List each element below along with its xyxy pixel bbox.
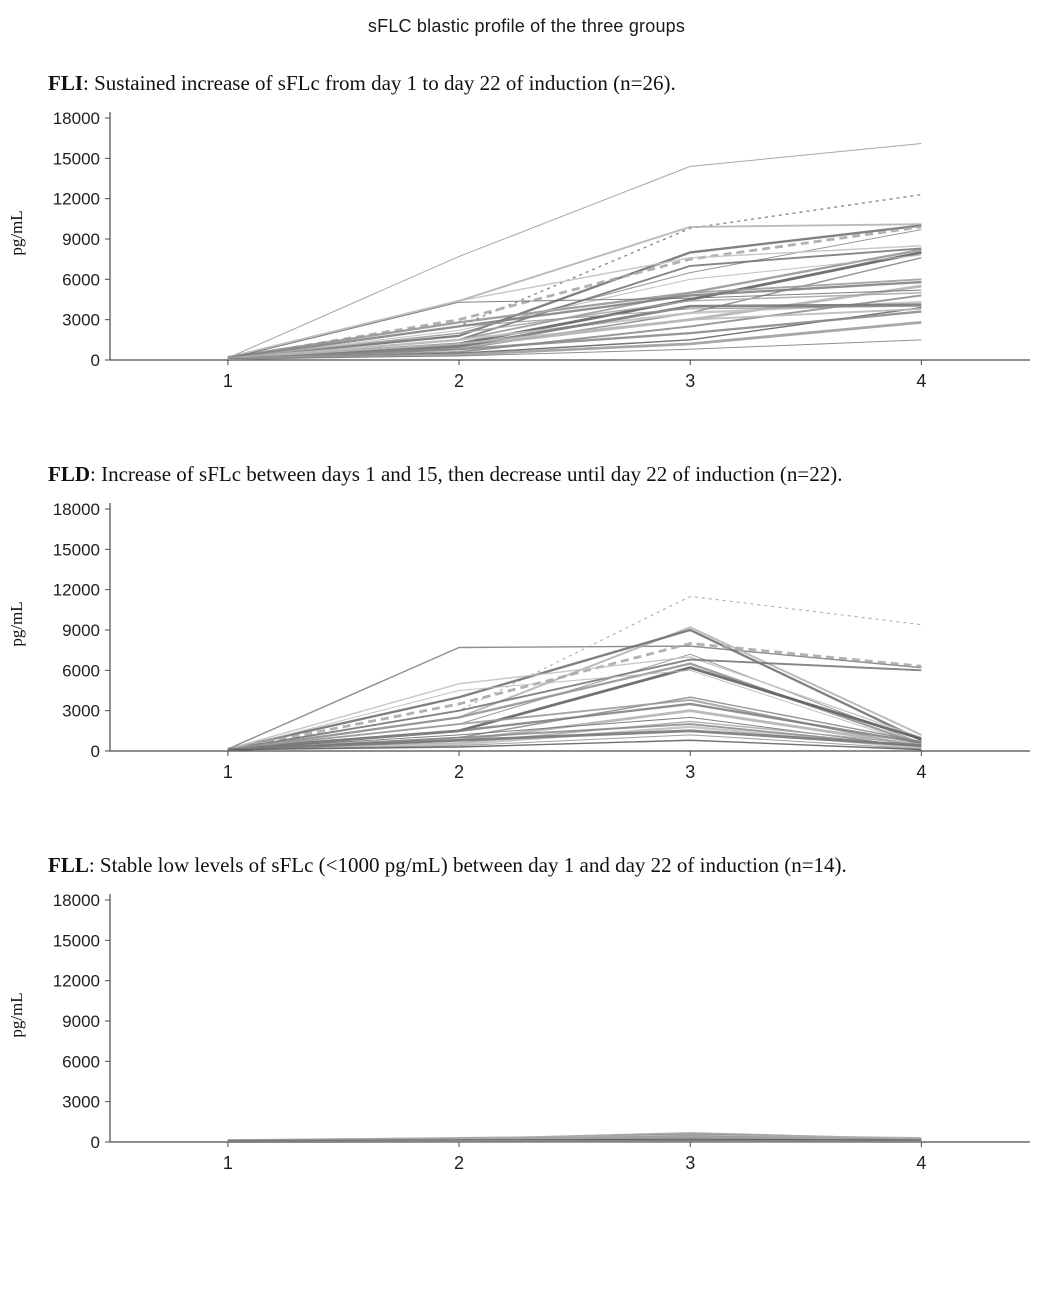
series-line-patient-20 xyxy=(227,303,922,360)
x-tick-label: 1 xyxy=(223,762,233,782)
y-tick-label: 12000 xyxy=(53,581,100,600)
series-line-patient-7 xyxy=(227,656,922,750)
y-tick-label: 6000 xyxy=(62,1052,100,1071)
chart-heading-fld: FLD: Increase of sFLc between days 1 and… xyxy=(48,462,1053,487)
series-line-patient-4 xyxy=(227,224,922,360)
series-line-patient-26 xyxy=(227,339,922,360)
chart-heading-fli: FLI: Sustained increase of sFLc from day… xyxy=(48,71,1053,96)
y-axis-title-text-fll: pg/mL xyxy=(7,992,26,1038)
y-tick-label: 9000 xyxy=(62,1012,100,1031)
group-label-fld: FLD xyxy=(48,462,90,486)
line-chart-fli: 0 3000 6000 9000 12000 15000 18000 1 2 3 4 xyxy=(53,109,1030,391)
x-tick-label: 1 xyxy=(223,371,233,391)
chart-heading-fll: FLL: Stable low levels of sFLc (<1000 pg… xyxy=(48,853,1053,878)
y-tick-label: 0 xyxy=(91,1133,100,1152)
x-tick-label: 3 xyxy=(685,371,695,391)
series-line-patient-21 xyxy=(227,305,922,360)
x-tick-label: 1 xyxy=(223,1153,233,1173)
y-tick-label: 15000 xyxy=(53,149,100,168)
y-tick-label: 9000 xyxy=(62,230,100,249)
y-axis-title-text-fld: pg/mL xyxy=(7,601,26,647)
series-line-patient-1 xyxy=(227,143,922,359)
chart-section-fld: FLD: Increase of sFLc between days 1 and… xyxy=(0,462,1053,799)
series-line-patient-4 xyxy=(227,628,922,751)
x-tick-label: 3 xyxy=(685,762,695,782)
x-tick-label: 4 xyxy=(916,762,926,782)
chart-row-fll: pg/mL 0 3000 6000 9000 12000 15000 18000 1 2 3 4 xyxy=(0,888,1053,1190)
y-tick-label: 6000 xyxy=(62,661,100,680)
series-line-patient-22 xyxy=(227,739,922,751)
y-tick-label: 15000 xyxy=(53,931,100,950)
y-axis-title-text-fli: pg/mL xyxy=(7,210,26,256)
y-tick-label: 15000 xyxy=(53,540,100,559)
y-tick-label: 12000 xyxy=(53,972,100,991)
chart-section-fll: FLL: Stable low levels of sFLc (<1000 pg… xyxy=(0,853,1053,1190)
series-line-patient-11 xyxy=(227,254,922,359)
series-line-patient-8 xyxy=(227,658,922,751)
y-tick-label: 18000 xyxy=(53,500,100,519)
y-axis-title-fld: pg/mL xyxy=(4,497,30,799)
y-axis-title-fli: pg/mL xyxy=(4,106,30,408)
series-line-patient-7 xyxy=(227,244,922,359)
y-tick-label: 0 xyxy=(91,742,100,761)
y-tick-label: 6000 xyxy=(62,270,100,289)
series-line-patient-11 xyxy=(227,669,922,751)
chart-heading-text-fld: : Increase of sFLc between days 1 and 15… xyxy=(90,462,843,486)
series-line-patient-5 xyxy=(227,642,922,752)
x-tick-label: 2 xyxy=(454,762,464,782)
series-line-patient-16 xyxy=(227,289,922,360)
y-tick-label: 9000 xyxy=(62,621,100,640)
series-line-patient-20 xyxy=(227,729,922,752)
y-tick-label: 0 xyxy=(91,351,100,370)
figure-page: sFLC blastic profile of the three groups… xyxy=(0,16,1053,1190)
y-tick-label: 18000 xyxy=(53,109,100,128)
group-label-fll: FLL xyxy=(48,853,89,877)
series-line-patient-23 xyxy=(227,307,922,359)
y-tick-label: 3000 xyxy=(62,1093,100,1112)
y-tick-label: 12000 xyxy=(53,190,100,209)
series-line-patient-24 xyxy=(227,310,922,360)
chart-heading-text-fll: : Stable low levels of sFLc (<1000 pg/mL… xyxy=(88,853,847,877)
chart-row-fli: pg/mL 0 3000 6000 9000 12000 15000 18000 1 2 3 4 xyxy=(0,106,1053,408)
x-tick-label: 2 xyxy=(454,371,464,391)
y-tick-label: 3000 xyxy=(62,311,100,330)
chart-section-fli: FLI: Sustained increase of sFLc from day… xyxy=(0,71,1053,408)
x-tick-label: 4 xyxy=(916,371,926,391)
x-tick-label: 3 xyxy=(685,1153,695,1173)
group-label-fli: FLI xyxy=(48,71,84,95)
chart-row-fld: pg/mL 0 3000 6000 9000 12000 15000 18000 1 2 3 4 xyxy=(0,497,1053,799)
series-line-patient-14 xyxy=(227,1140,922,1143)
series-line-patient-25 xyxy=(227,320,922,361)
series-line-patient-17 xyxy=(227,292,922,359)
series-line-patient-2 xyxy=(227,645,922,750)
x-tick-label: 4 xyxy=(916,1153,926,1173)
chart-heading-text-fli: : Sustained increase of sFLc from day 1 … xyxy=(83,71,676,95)
y-axis-title-fll: pg/mL xyxy=(4,888,30,1190)
y-tick-label: 3000 xyxy=(62,702,100,721)
y-tick-label: 18000 xyxy=(53,891,100,910)
line-chart-fll: 0 3000 6000 9000 12000 15000 18000 1 2 3 4 xyxy=(53,891,1030,1173)
series-line-patient-2 xyxy=(227,193,922,360)
line-chart-fld: 0 3000 6000 9000 12000 15000 18000 1 2 3 4 xyxy=(53,500,1030,782)
x-tick-label: 2 xyxy=(454,1153,464,1173)
series-line-patient-14 xyxy=(227,702,922,751)
figure-title: sFLC blastic profile of the three groups xyxy=(367,16,686,36)
series-line-patient-9 xyxy=(227,248,922,359)
